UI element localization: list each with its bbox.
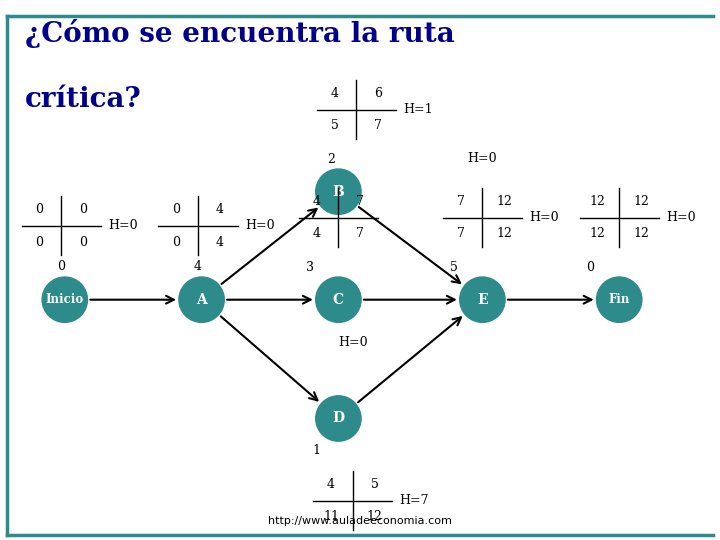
Text: H=0: H=0 xyxy=(666,211,696,224)
Text: 5: 5 xyxy=(330,119,338,132)
Text: B: B xyxy=(333,185,344,199)
Text: 12: 12 xyxy=(496,195,512,208)
Text: 0: 0 xyxy=(172,203,180,216)
Text: E: E xyxy=(477,293,487,307)
Text: 2: 2 xyxy=(328,153,335,166)
Text: H=1: H=1 xyxy=(403,103,433,116)
Text: 12: 12 xyxy=(590,195,606,208)
Text: 4: 4 xyxy=(216,235,224,248)
Text: H=0: H=0 xyxy=(467,152,498,165)
Text: 7: 7 xyxy=(456,195,464,208)
Text: 0: 0 xyxy=(35,203,43,216)
Text: 0: 0 xyxy=(79,203,87,216)
Text: 12: 12 xyxy=(366,510,382,523)
Text: Inicio: Inicio xyxy=(45,293,84,306)
Text: A: A xyxy=(197,293,207,307)
Text: 12: 12 xyxy=(496,227,512,240)
Text: 1: 1 xyxy=(312,444,321,457)
Text: C: C xyxy=(333,293,344,307)
Ellipse shape xyxy=(315,277,361,322)
Text: crítica?: crítica? xyxy=(25,86,142,113)
Text: 3: 3 xyxy=(305,261,314,274)
Text: 7: 7 xyxy=(456,227,464,240)
Text: 6: 6 xyxy=(374,87,382,100)
Ellipse shape xyxy=(315,169,361,214)
Text: ¿Cómo se encuentra la ruta: ¿Cómo se encuentra la ruta xyxy=(25,19,455,48)
Text: 0: 0 xyxy=(57,260,66,273)
Text: H=0: H=0 xyxy=(108,219,138,232)
Text: 4: 4 xyxy=(312,195,320,208)
Text: D: D xyxy=(333,411,344,426)
Ellipse shape xyxy=(42,277,88,322)
Text: 0: 0 xyxy=(172,235,180,248)
Text: Fin: Fin xyxy=(608,293,630,306)
Text: 7: 7 xyxy=(356,195,364,208)
Text: 4: 4 xyxy=(330,87,338,100)
Text: http://www.auladeeconomia.com: http://www.auladeeconomia.com xyxy=(268,516,452,526)
Text: 0: 0 xyxy=(35,235,43,248)
Text: H=0: H=0 xyxy=(529,211,559,224)
Text: 0: 0 xyxy=(586,261,595,274)
Text: 11: 11 xyxy=(323,510,339,523)
Ellipse shape xyxy=(179,277,225,322)
Text: 5: 5 xyxy=(450,261,457,274)
Text: 4: 4 xyxy=(194,260,202,273)
Ellipse shape xyxy=(596,277,642,322)
Text: 4: 4 xyxy=(327,478,335,491)
Text: 5: 5 xyxy=(371,478,379,491)
Text: 7: 7 xyxy=(374,119,382,132)
Text: 7: 7 xyxy=(356,227,364,240)
Ellipse shape xyxy=(460,277,505,322)
Text: 12: 12 xyxy=(590,227,606,240)
Text: 12: 12 xyxy=(633,195,649,208)
Text: 4: 4 xyxy=(216,203,224,216)
Text: H=0: H=0 xyxy=(338,336,368,349)
Text: H=7: H=7 xyxy=(400,494,429,507)
Text: 4: 4 xyxy=(312,227,320,240)
Text: 0: 0 xyxy=(79,235,87,248)
Text: 12: 12 xyxy=(633,227,649,240)
Ellipse shape xyxy=(315,396,361,441)
Text: H=0: H=0 xyxy=(245,219,274,232)
